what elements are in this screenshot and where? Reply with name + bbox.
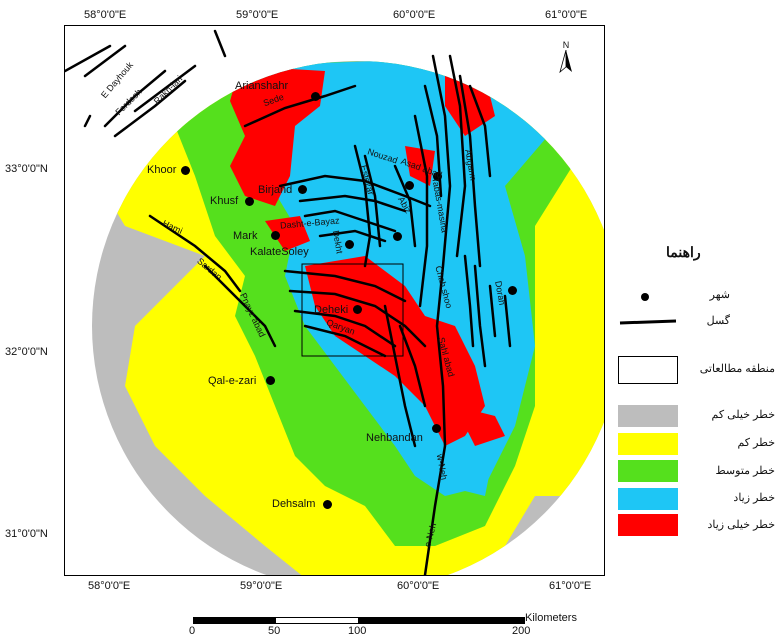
- city-label: KalateSoley: [250, 246, 309, 258]
- legend-fault-label: گسل: [706, 315, 730, 327]
- top-lon-label: 58°0'0"E: [84, 9, 127, 21]
- city-label: Arianshahr: [235, 80, 289, 92]
- lat-label: 32°0'0"N: [5, 346, 48, 358]
- city-marker: [245, 197, 254, 206]
- north-arrow: N: [556, 40, 576, 79]
- legend-swatch-very-low: [618, 405, 678, 427]
- map-frame: [64, 25, 605, 576]
- north-arrow-icon: [559, 49, 572, 74]
- legend-swatch-very-high: [618, 514, 678, 536]
- legend-label-moderate: خطر متوسط: [715, 465, 775, 477]
- lat-label: 31°0'0"N: [5, 528, 48, 540]
- legend-fault-line: [619, 319, 677, 325]
- city-marker: [181, 166, 190, 175]
- legend-label-very-high: خطر خیلی زیاد: [707, 519, 775, 531]
- city-label: Khusf: [210, 195, 239, 207]
- scale-unit: Kilometers: [525, 612, 577, 624]
- city-label: Deheki: [314, 304, 349, 316]
- scale-tick: 50: [268, 625, 281, 637]
- city-marker: [508, 286, 517, 295]
- bottom-lon-label: 59°0'0"E: [240, 580, 283, 592]
- city-marker: [323, 500, 332, 509]
- legend-label-high: خطر زیاد: [733, 492, 775, 504]
- legend-swatch-moderate: [618, 460, 678, 482]
- legend-label-very-low: خطر خیلی کم: [711, 409, 776, 421]
- city-marker: [393, 232, 402, 241]
- city-marker: [266, 376, 275, 385]
- city-marker: [432, 424, 441, 433]
- legend-swatch-high: [618, 488, 678, 510]
- legend-label-low: خطر کم: [737, 437, 775, 449]
- bottom-lon-label: 58°0'0"E: [88, 580, 131, 592]
- legend-city-label: شهر: [709, 289, 730, 301]
- city-label: Dehsalm: [272, 498, 316, 510]
- city-label: Mark: [233, 230, 258, 242]
- city-label: Khoor: [147, 164, 177, 176]
- top-lon-label: 59°0'0"E: [236, 9, 279, 21]
- scale-tick: 0: [189, 625, 196, 637]
- city-marker: [405, 181, 414, 190]
- bottom-lon-label: 61°0'0"E: [549, 580, 592, 592]
- fault-lines: [65, 29, 512, 575]
- north-arrow-label: N: [562, 40, 570, 50]
- scale-tick: 100: [348, 625, 367, 637]
- zone-very-high-south: [455, 406, 505, 446]
- study-area-box: [301, 263, 404, 357]
- legend-city-marker: [641, 293, 649, 301]
- legend-swatch-low: [618, 433, 678, 455]
- scale-tick: 200: [512, 625, 531, 637]
- legend-title: راهنما: [666, 244, 701, 260]
- city-marker: [298, 185, 307, 194]
- lat-label: 33°0'0"N: [5, 163, 48, 175]
- city-marker: [433, 172, 442, 181]
- bottom-lon-label: 60°0'0"E: [397, 580, 440, 592]
- zone-very-high-north: [230, 66, 325, 206]
- legend-study-area-box: [618, 356, 678, 384]
- legend-study-area-label: منطقه مطالعاتی: [699, 363, 775, 375]
- city-label: Birjand: [258, 184, 293, 196]
- city-marker: [271, 231, 280, 240]
- scale-bar: [193, 617, 525, 624]
- top-lon-label: 61°0'0"E: [545, 9, 588, 21]
- hazard-map: [65, 29, 604, 575]
- top-lon-label: 60°0'0"E: [393, 9, 436, 21]
- city-label: Qal-e-zari: [208, 375, 257, 387]
- city-marker: [353, 305, 362, 314]
- city-marker: [345, 240, 354, 249]
- city-label: Nehbandan: [366, 432, 423, 444]
- city-marker: [311, 92, 320, 101]
